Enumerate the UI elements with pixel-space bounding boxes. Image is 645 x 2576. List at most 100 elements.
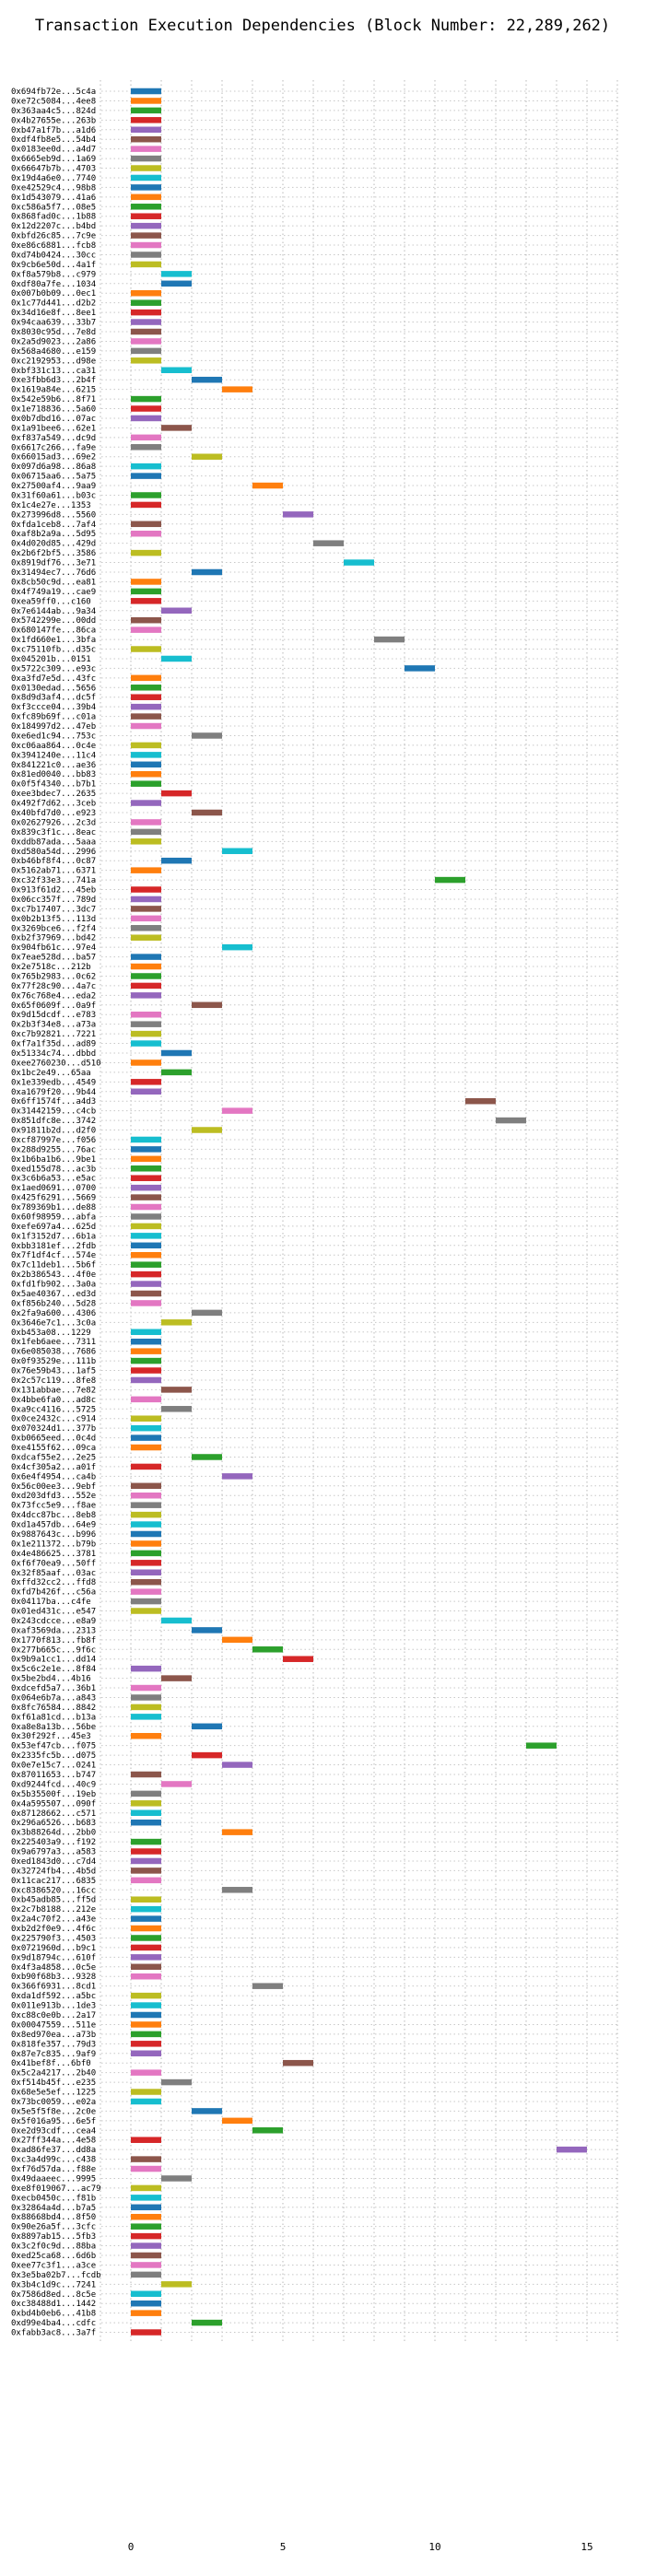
tx-bar <box>131 299 161 306</box>
tx-label: 0xd203dfd3...552e <box>11 1492 96 1501</box>
tx-label: 0x765b2983...0c62 <box>11 972 96 981</box>
tx-bar <box>252 482 283 489</box>
tx-bar <box>131 174 161 181</box>
tx-label: 0x6ff1574f...a4d3 <box>11 1097 96 1107</box>
tx-label: 0xee3bdec7...2635 <box>11 790 96 799</box>
tx-bar <box>131 338 161 345</box>
tx-label: 0x1feb6aee...7311 <box>11 1338 96 1347</box>
tx-label: 0x3941240e...11c4 <box>11 751 96 760</box>
tx-label: 0x225403a9...f192 <box>11 1838 96 1847</box>
tx-bar <box>131 867 161 873</box>
tx-bar <box>161 271 192 277</box>
tx-label: 0x04117ba...c4fe <box>11 1598 91 1607</box>
tx-label: 0xe42529c4...98b8 <box>11 183 96 193</box>
tx-label: 0x2e7518c...212b <box>11 963 91 972</box>
tx-bar <box>131 2232 161 2240</box>
tx-label: 0x4a595507...090f <box>11 1799 96 1809</box>
tx-bar <box>131 713 161 720</box>
tx-label: 0x49daaeec...9995 <box>11 2174 96 2184</box>
tx-label: 0xf3ccce04...39b4 <box>11 703 96 712</box>
x-tick-label: 5 <box>280 2541 287 2553</box>
tx-bar <box>131 1540 161 1547</box>
tx-bar <box>131 1482 161 1490</box>
tx-label: 0xb2d2f0e9...4f6c <box>11 1925 96 1934</box>
x-tick-label: 15 <box>580 2541 592 2553</box>
tx-bar <box>131 2098 161 2105</box>
tx-bar <box>131 2031 161 2038</box>
tx-label: 0xb0665eed...0c4d <box>11 1434 96 1444</box>
tx-bar <box>192 376 222 383</box>
tx-label: 0x1c77d441...d2b2 <box>11 299 96 309</box>
tx-bar <box>131 579 161 585</box>
tx-label: 0x0130edad...5656 <box>11 684 96 693</box>
tx-label: 0x06cc357f...789d <box>11 896 96 905</box>
tx-label: 0x73fcc5e9...f8ae <box>11 1502 96 1511</box>
tx-bar <box>131 501 161 509</box>
tx-label: 0x8897ab15...5fb3 <box>11 2232 96 2242</box>
tx-label: 0xf61a81cd...b13a <box>11 1713 96 1722</box>
tx-label: 0x91811b2d...d2f0 <box>11 1127 96 1136</box>
tx-bar <box>131 405 161 412</box>
tx-bar <box>161 607 192 615</box>
tx-label: 0x40bfd7d0...e923 <box>11 809 96 818</box>
tx-label: 0xe2d93cdf...cea4 <box>11 2126 96 2136</box>
tx-bar <box>222 386 252 392</box>
tx-bar <box>131 1511 161 1518</box>
tx-bar <box>131 1300 161 1306</box>
tx-bar <box>131 1367 161 1374</box>
tx-bar <box>131 616 161 624</box>
tx-bar <box>131 1954 161 1961</box>
tx-label: 0xc88c0e0b...2a17 <box>11 2011 96 2020</box>
tx-label: 0x12d2207c...b4bd <box>11 222 96 231</box>
tx-bar <box>131 492 161 498</box>
tx-bar <box>131 2137 161 2143</box>
tx-bar <box>131 357 161 364</box>
x-tick-label: 0 <box>128 2541 135 2553</box>
tx-bar <box>131 2290 161 2298</box>
tx-bar <box>131 1598 161 1605</box>
tx-label: 0xfabb3ac8...3a7f <box>11 2329 96 2338</box>
tx-bar <box>222 1473 252 1480</box>
tx-bar <box>131 1848 161 1855</box>
tx-bar <box>131 1184 161 1191</box>
tx-bar <box>222 943 252 951</box>
tx-bar <box>131 1800 161 1807</box>
tx-label: 0x1fd660e1...3bfa <box>11 636 96 645</box>
tx-bar <box>131 1973 161 1980</box>
tx-bar <box>131 685 161 691</box>
tx-label: 0xcf87997e...f056 <box>11 1136 96 1145</box>
tx-label: 0xee2760230...d510 <box>11 1059 101 1068</box>
tx-label: 0xdcefd5a7...36b1 <box>11 1684 96 1693</box>
tx-label: 0x81ed0040...bb83 <box>11 770 96 779</box>
tx-bar <box>131 1251 161 1259</box>
tx-bar <box>131 1021 161 1027</box>
tx-bar <box>131 463 161 470</box>
tx-label: 0x9b9a1cc1...dd14 <box>11 1656 96 1665</box>
tx-label: 0x2b386543...4f0e <box>11 1270 96 1280</box>
tx-label: 0x1b6ba1b6...9be1 <box>11 1155 96 1165</box>
tx-label: 0xee77c3f1...a3ce <box>11 2261 96 2270</box>
tx-label: 0x32f85aaf...03ac <box>11 1569 96 1578</box>
tx-label: 0xf6f70ea9...50ff <box>11 1559 96 1568</box>
tx-label: 0x3269bce6...f2f4 <box>11 924 96 933</box>
tx-bar <box>131 2184 161 2192</box>
tx-label: 0x8fc76584...8842 <box>11 1704 96 1713</box>
tx-bar <box>131 1290 161 1297</box>
tx-bar <box>131 2050 161 2057</box>
tx-label: 0xc2192953...d98e <box>11 357 96 366</box>
tx-bar <box>131 2195 161 2201</box>
tx-bar <box>192 1454 222 1460</box>
tx-label: 0xda1df592...a5bc <box>11 1992 96 2001</box>
tx-bar <box>283 1656 313 1662</box>
tx-bar <box>131 694 161 700</box>
tx-label: 0xd9244fcd...40c9 <box>11 1780 96 1789</box>
tx-bar <box>435 876 465 884</box>
tx-bar <box>131 2165 161 2172</box>
tx-label: 0x0e7e15c7...0241 <box>11 1762 96 1771</box>
tx-label: 0xe72c5084...4ee8 <box>11 97 96 106</box>
tx-bar <box>131 1530 161 1538</box>
tx-bar <box>131 1877 161 1884</box>
tx-bar <box>131 261 161 268</box>
tx-bar <box>131 1868 161 1874</box>
